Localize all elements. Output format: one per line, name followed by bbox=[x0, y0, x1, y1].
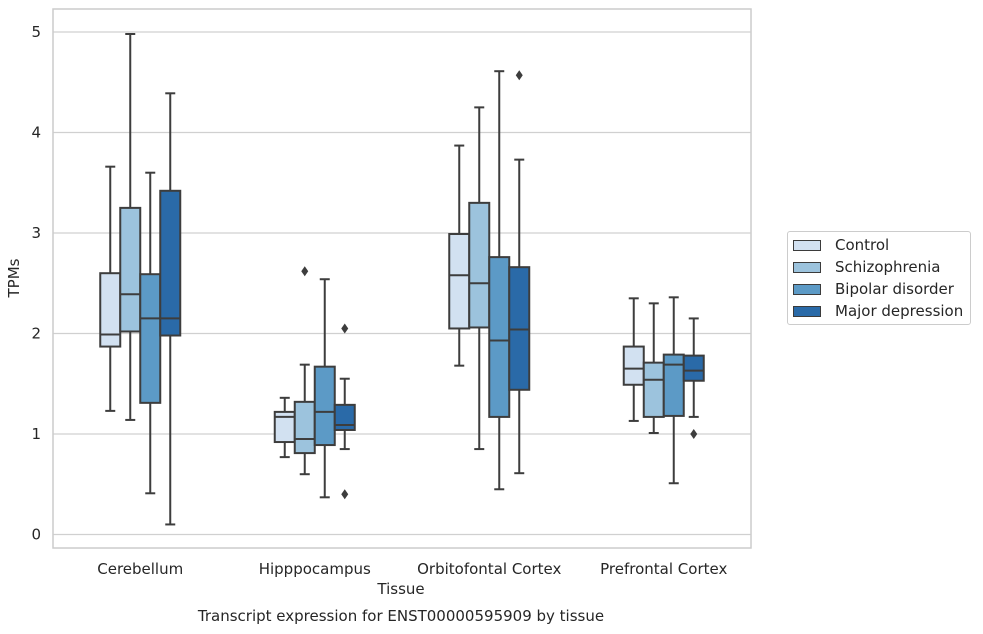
plot-frame bbox=[52, 8, 752, 549]
box bbox=[333, 403, 356, 431]
box bbox=[682, 354, 705, 382]
box bbox=[468, 201, 491, 329]
box bbox=[642, 361, 665, 418]
outlier-point bbox=[301, 266, 309, 277]
box bbox=[662, 353, 685, 417]
box bbox=[293, 400, 316, 455]
x-tick-label: Orbitofontal Cortex bbox=[417, 560, 561, 578]
box bbox=[508, 266, 531, 391]
box bbox=[313, 365, 336, 447]
legend-swatch bbox=[793, 261, 821, 273]
legend-item-bipolar-disorder: Bipolar disorder bbox=[793, 279, 954, 299]
y-tick-label: 1 bbox=[31, 425, 41, 443]
y-tick-label: 3 bbox=[31, 224, 41, 242]
x-tick-label: Cerebellum bbox=[97, 560, 183, 578]
box bbox=[448, 233, 471, 330]
legend-label: Bipolar disorder bbox=[835, 280, 954, 298]
legend-label: Major depression bbox=[835, 302, 964, 320]
y-tick-label: 5 bbox=[31, 23, 41, 41]
x-axis-label: Tissue bbox=[377, 580, 425, 598]
outlier-point bbox=[515, 70, 523, 81]
legend-swatch bbox=[793, 239, 821, 251]
legend-item-schizophrenia: Schizophrenia bbox=[793, 257, 940, 277]
outlier-point bbox=[341, 323, 349, 334]
chart-title: Transcript expression for ENST0000059590… bbox=[197, 607, 605, 625]
legend-swatch bbox=[793, 305, 821, 317]
box bbox=[119, 206, 142, 333]
box bbox=[159, 189, 182, 337]
x-tick-label: Hipppocampus bbox=[259, 560, 371, 578]
outlier-point bbox=[341, 489, 349, 500]
legend-item-major-depression: Major depression bbox=[793, 301, 963, 321]
outlier-point bbox=[690, 429, 698, 439]
y-tick-label: 4 bbox=[31, 124, 41, 142]
legend-label: Schizophrenia bbox=[835, 258, 941, 276]
legend: Control Schizophrenia Bipolar disorder M… bbox=[787, 231, 971, 325]
y-tick-label: 2 bbox=[31, 325, 41, 343]
x-tick-label: Prefrontal Cortex bbox=[600, 560, 727, 578]
box bbox=[622, 345, 645, 386]
box bbox=[139, 273, 162, 404]
legend-swatch bbox=[793, 283, 821, 295]
y-tick-label: 0 bbox=[31, 526, 41, 544]
y-axis-label: TPMs bbox=[5, 258, 23, 298]
legend-label: Control bbox=[835, 236, 890, 254]
box bbox=[99, 272, 122, 348]
legend-item-control: Control bbox=[793, 235, 889, 255]
box bbox=[488, 256, 511, 418]
